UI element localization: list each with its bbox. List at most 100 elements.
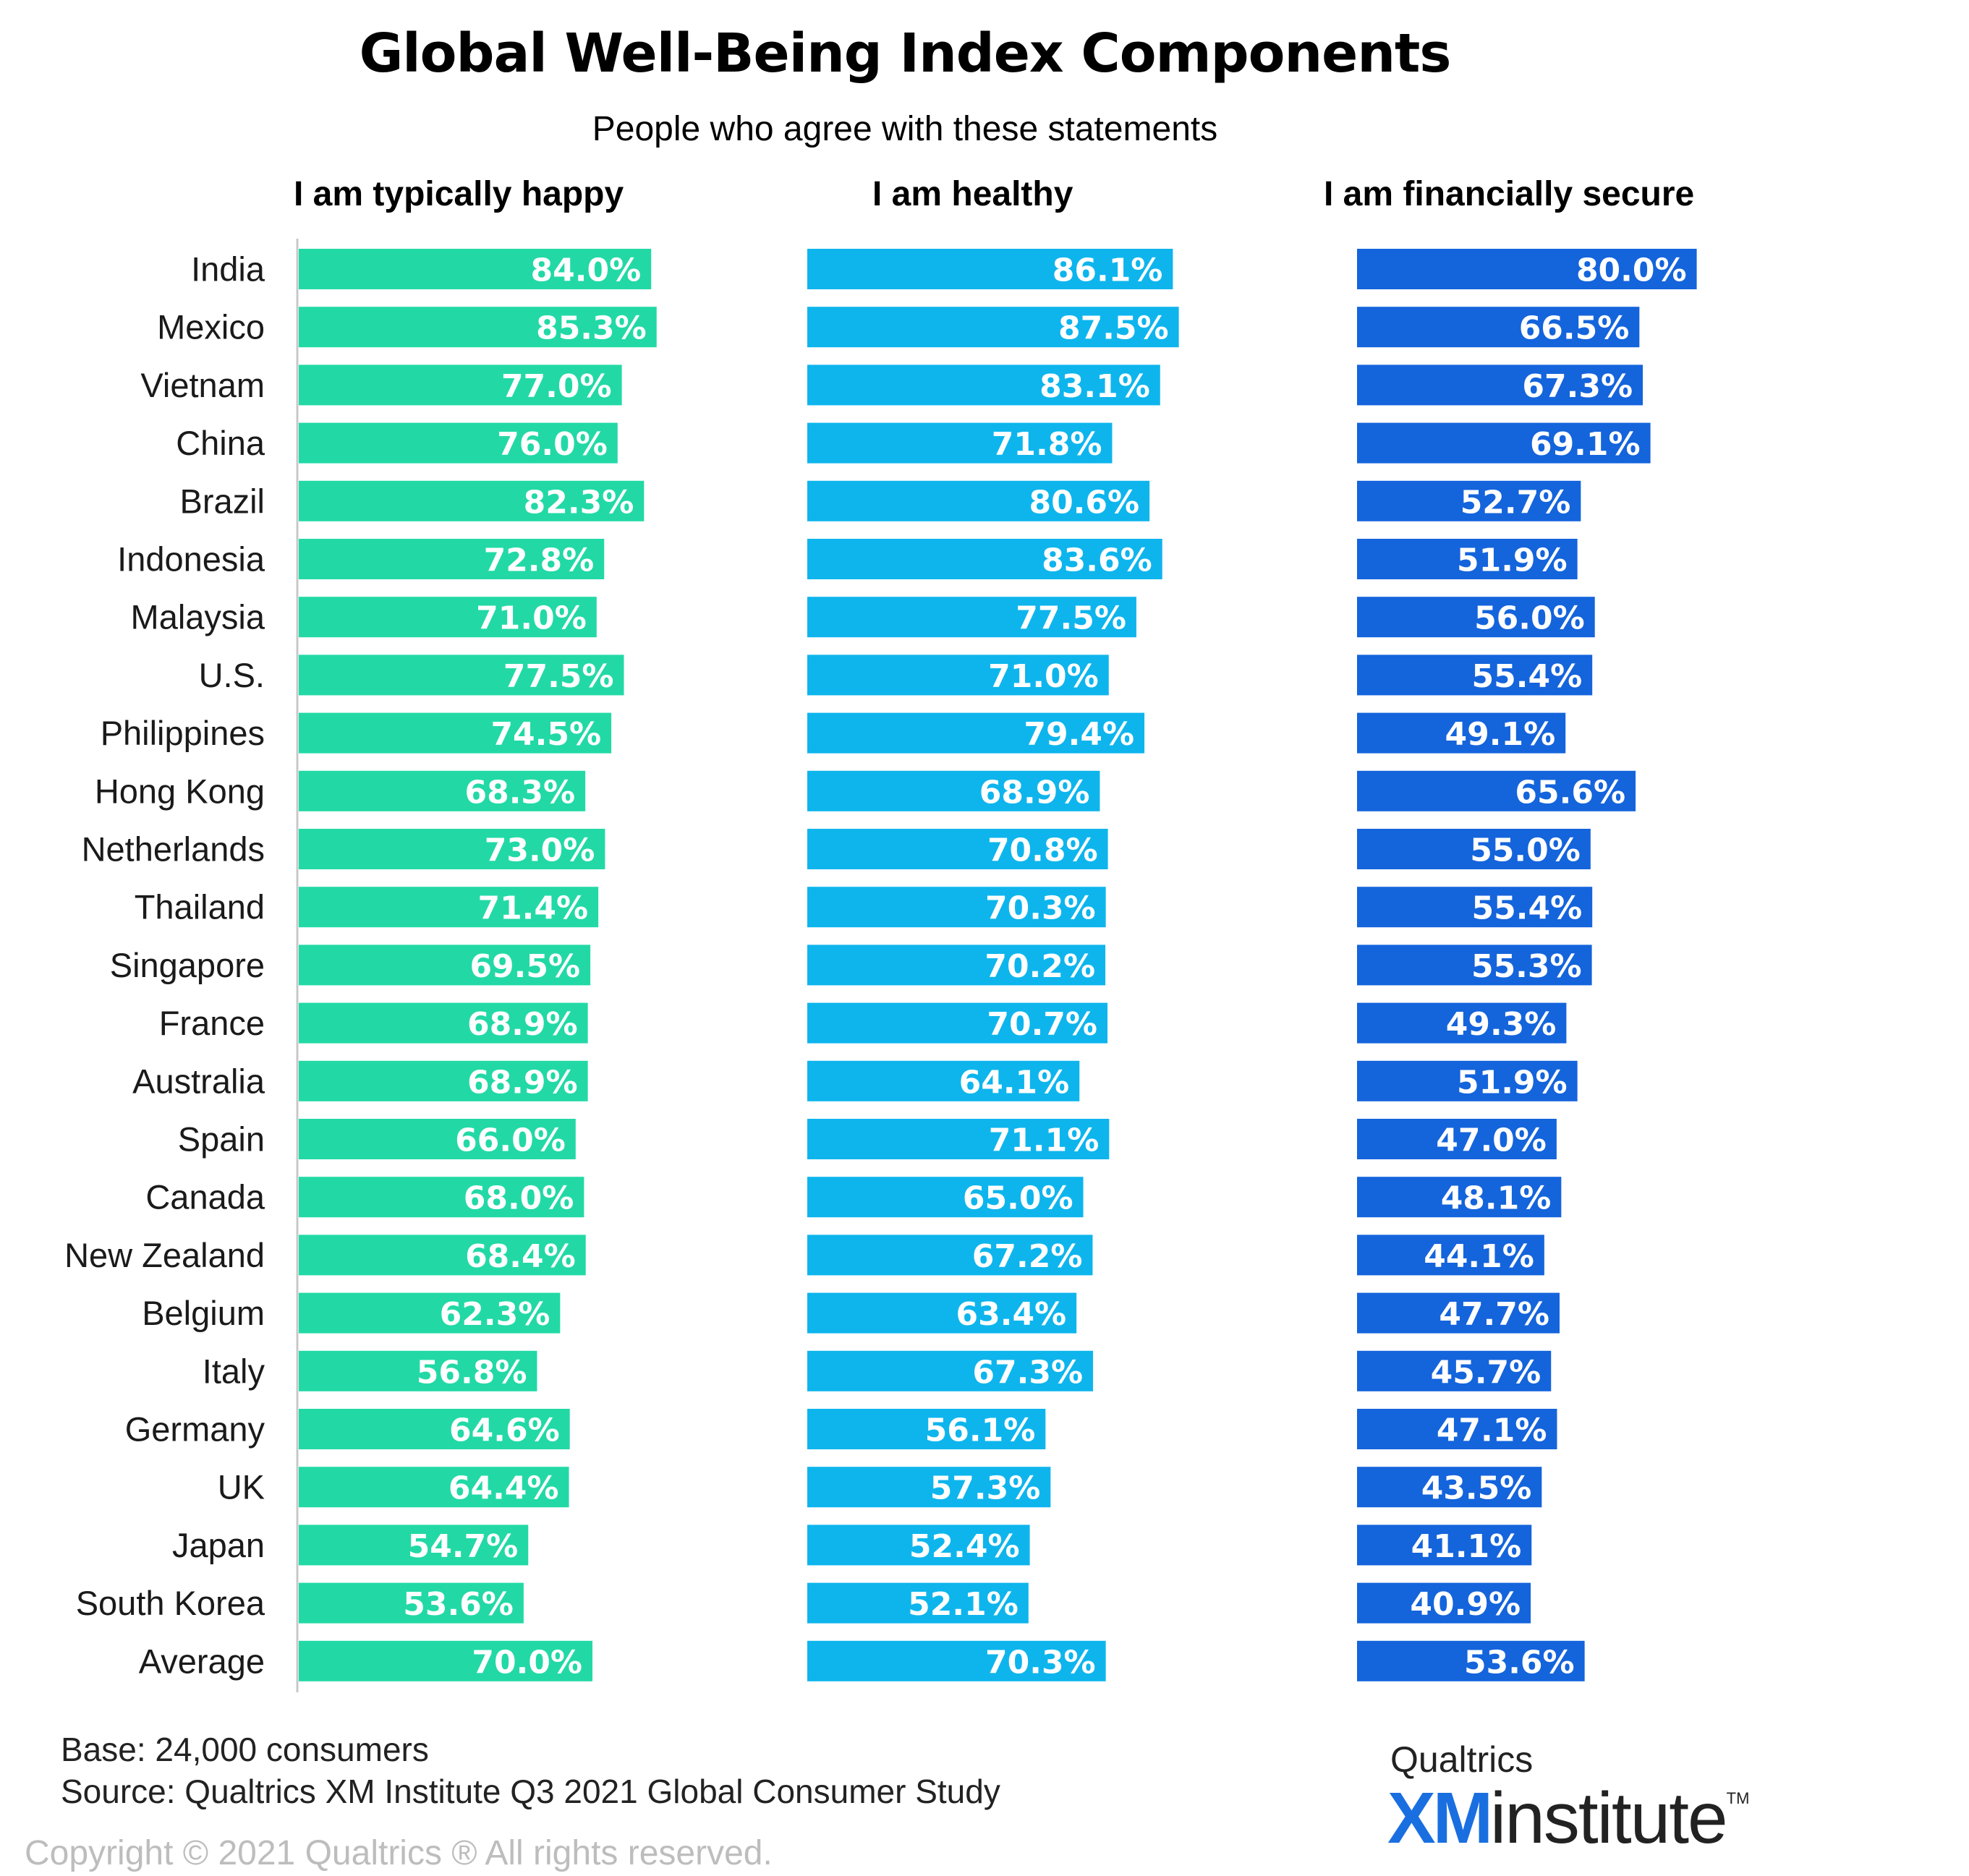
- data-label-i-am-financially-secure-u-s: 55.4%: [1472, 658, 1583, 695]
- data-label-i-am-healthy-indonesia: 83.6%: [1042, 542, 1152, 579]
- category-label-china: China: [176, 424, 265, 462]
- bar-i-am-typically-happy-france: [299, 1002, 588, 1044]
- bar-i-am-healthy-brazil: [807, 480, 1150, 521]
- bar-i-am-financially-secure-mexico: [1357, 307, 1640, 348]
- bar-i-am-typically-happy-germany: [299, 1409, 570, 1449]
- bar-i-am-typically-happy-china: [299, 422, 618, 464]
- data-label-i-am-healthy-thailand: 70.3%: [985, 890, 1096, 927]
- data-label-i-am-financially-secure-thailand: 55.4%: [1472, 890, 1583, 927]
- category-label-philippines: Philippines: [101, 714, 265, 752]
- category-label-australia: Australia: [132, 1062, 265, 1100]
- data-label-i-am-healthy-u-s: 71.0%: [988, 658, 1099, 695]
- bar-i-am-typically-happy-indonesia: [299, 539, 605, 579]
- logo-trademark: TM: [1726, 1789, 1750, 1807]
- data-label-i-am-typically-happy-brazil: 82.3%: [524, 484, 634, 521]
- data-label-i-am-healthy-australia: 64.1%: [959, 1064, 1070, 1101]
- data-label-i-am-typically-happy-indonesia: 72.8%: [484, 542, 595, 579]
- bar-i-am-typically-happy-vietnam: [299, 364, 622, 406]
- data-label-i-am-financially-secure-indonesia: 51.9%: [1457, 542, 1568, 579]
- chart-title: Global Well-Being Index Components: [359, 22, 1452, 85]
- data-label-i-am-healthy-malaysia: 77.5%: [1016, 600, 1126, 637]
- bar-i-am-healthy-vietnam: [807, 364, 1160, 406]
- data-label-i-am-typically-happy-malaysia: 71.0%: [476, 600, 587, 637]
- data-label-i-am-financially-secure-spain: 47.0%: [1436, 1122, 1547, 1159]
- bar-i-am-typically-happy-japan: [299, 1525, 529, 1566]
- series-i-am-typically-happy: 84.0% 85.3% 77.0% 76.0% 82.3% 72.8% 71.0% 77.5%…: [299, 249, 657, 1681]
- category-label-belgium: Belgium: [142, 1294, 265, 1332]
- bar-i-am-healthy-japan: [807, 1525, 1030, 1566]
- data-label-i-am-typically-happy-hong-kong: 68.3%: [464, 774, 575, 811]
- bar-i-am-financially-secure-uk: [1357, 1467, 1542, 1508]
- bar-i-am-typically-happy-india: [299, 249, 652, 289]
- category-label-italy: Italy: [203, 1352, 265, 1390]
- bar-i-am-healthy-thailand: [807, 887, 1106, 928]
- bar-i-am-healthy-new-zealand: [807, 1235, 1093, 1276]
- category-labels: India Mexico Vietnam China Brazil Indonesia Ma…: [64, 250, 265, 1681]
- data-label-i-am-healthy-belgium: 63.4%: [956, 1296, 1067, 1333]
- data-label-i-am-healthy-canada: 65.0%: [963, 1180, 1073, 1217]
- bar-i-am-financially-secure-france: [1357, 1002, 1567, 1044]
- data-label-i-am-financially-secure-australia: 51.9%: [1457, 1064, 1568, 1101]
- bar-i-am-financially-secure-south-korea: [1357, 1582, 1531, 1624]
- bar-i-am-healthy-south-korea: [807, 1582, 1029, 1624]
- bar-i-am-typically-happy-netherlands: [299, 829, 605, 869]
- bar-i-am-financially-secure-japan: [1357, 1525, 1532, 1566]
- data-label-i-am-typically-happy-canada: 68.0%: [464, 1180, 574, 1217]
- xm-institute-logo: Qualtrics XMinstituteTM: [1387, 1741, 1749, 1854]
- bar-i-am-financially-secure-u-s: [1357, 655, 1593, 696]
- bar-i-am-financially-secure-malaysia: [1357, 597, 1595, 638]
- bar-i-am-financially-secure-belgium: [1357, 1292, 1560, 1334]
- series-i-am-financially-secure: 80.0% 66.5% 67.3% 69.1% 52.7% 51.9% 56.0% 55.4%…: [1357, 249, 1697, 1681]
- copyright-notice: Copyright © 2021 Qualtrics ® All rights …: [25, 1834, 773, 1872]
- bar-i-am-healthy-netherlands: [807, 829, 1108, 869]
- bar-i-am-healthy-belgium: [807, 1292, 1077, 1334]
- column-header-healthy: I am healthy: [872, 175, 1073, 213]
- data-label-i-am-typically-happy-singapore: 69.5%: [469, 948, 580, 985]
- data-label-i-am-financially-secure-japan: 41.1%: [1411, 1528, 1522, 1565]
- footer-base: Base: 24,000 consumers: [61, 1731, 429, 1768]
- bar-i-am-healthy-germany: [807, 1409, 1046, 1449]
- bar-i-am-typically-happy-italy: [299, 1350, 537, 1391]
- bar-i-am-financially-secure-hong-kong: [1357, 770, 1636, 811]
- data-label-i-am-healthy-singapore: 70.2%: [984, 948, 1095, 985]
- bar-i-am-financially-secure-new-zealand: [1357, 1235, 1544, 1276]
- data-label-i-am-healthy-germany: 56.1%: [925, 1412, 1036, 1449]
- data-label-i-am-typically-happy-new-zealand: 68.4%: [465, 1238, 576, 1275]
- data-label-i-am-healthy-japan: 52.4%: [909, 1528, 1020, 1565]
- data-label-i-am-financially-secure-belgium: 47.7%: [1439, 1296, 1549, 1333]
- bar-i-am-typically-happy-thailand: [299, 887, 599, 928]
- data-label-i-am-financially-secure-italy: 45.7%: [1431, 1354, 1541, 1391]
- bar-i-am-healthy-mexico: [807, 307, 1179, 348]
- bar-i-am-typically-happy-new-zealand: [299, 1235, 586, 1276]
- category-label-japan: Japan: [172, 1526, 265, 1564]
- bar-i-am-financially-secure-china: [1357, 422, 1651, 464]
- bar-i-am-typically-happy-belgium: [299, 1292, 561, 1334]
- data-label-i-am-healthy-italy: 67.3%: [972, 1354, 1083, 1391]
- bar-i-am-typically-happy-u-s: [299, 655, 624, 696]
- bar-i-am-healthy-canada: [807, 1177, 1084, 1218]
- logo-institute-text: institute: [1490, 1778, 1728, 1859]
- data-label-i-am-healthy-india: 86.1%: [1052, 252, 1163, 289]
- column-header-financially-secure: I am financially secure: [1324, 175, 1695, 213]
- category-label-india: India: [191, 250, 265, 289]
- category-label-spain: Spain: [178, 1120, 265, 1159]
- bar-i-am-typically-happy-hong-kong: [299, 770, 586, 811]
- bar-i-am-healthy-hong-kong: [807, 770, 1100, 811]
- bar-groups: 84.0% 85.3% 77.0% 76.0% 82.3% 72.8% 71.0% 77.5%…: [299, 249, 1697, 1681]
- category-label-netherlands: Netherlands: [82, 830, 265, 869]
- bar-i-am-healthy-italy: [807, 1350, 1094, 1391]
- data-label-i-am-healthy-vietnam: 83.1%: [1039, 368, 1150, 405]
- category-label-u-s: U.S.: [199, 656, 265, 694]
- bar-i-am-financially-secure-philippines: [1357, 712, 1566, 754]
- bar-i-am-financially-secure-spain: [1357, 1119, 1557, 1159]
- data-label-i-am-financially-secure-vietnam: 67.3%: [1522, 368, 1633, 405]
- bar-i-am-typically-happy-mexico: [299, 307, 657, 348]
- data-label-i-am-typically-happy-spain: 66.0%: [455, 1122, 566, 1159]
- data-label-i-am-typically-happy-china: 76.0%: [497, 426, 608, 463]
- data-label-i-am-financially-secure-south-korea: 40.9%: [1410, 1586, 1521, 1623]
- bar-i-am-healthy-india: [807, 249, 1173, 289]
- data-label-i-am-financially-secure-new-zealand: 44.1%: [1424, 1238, 1534, 1275]
- bar-i-am-typically-happy-singapore: [299, 945, 591, 986]
- category-label-mexico: Mexico: [157, 308, 265, 346]
- chart-subtitle: People who agree with these statements: [592, 110, 1218, 148]
